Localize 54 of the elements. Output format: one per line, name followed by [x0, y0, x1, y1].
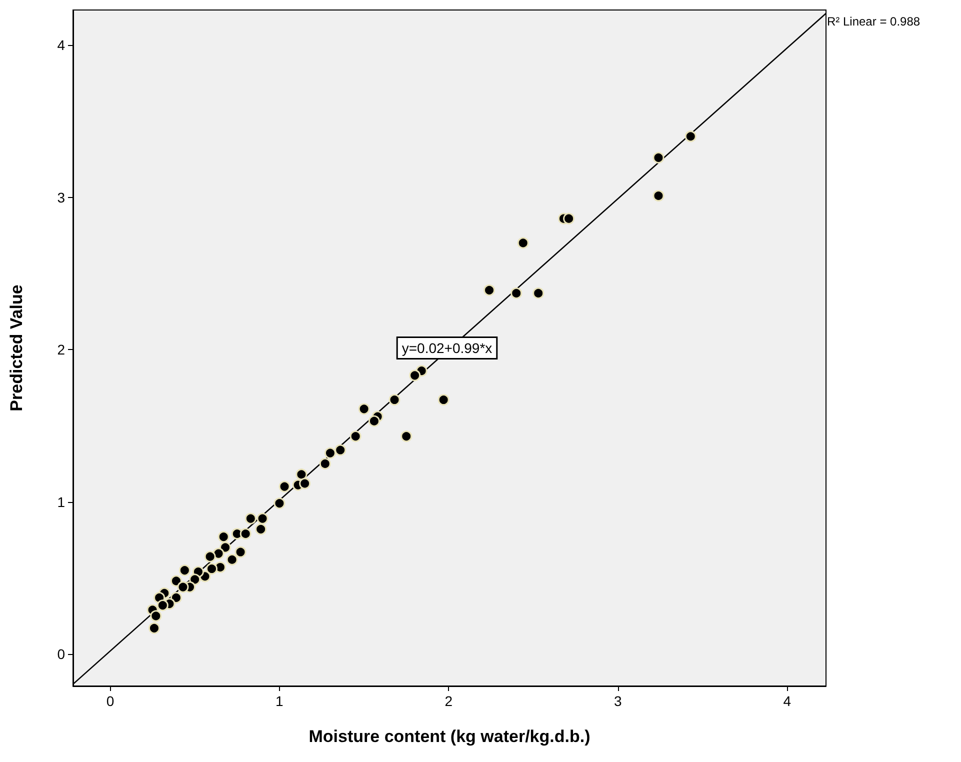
point [563, 212, 575, 224]
point [517, 237, 529, 249]
point [274, 498, 286, 510]
point [299, 478, 311, 490]
y-axis-title: Predicted Value [7, 284, 26, 412]
x-tick-label: 3 [614, 693, 622, 709]
y-tick-label: 3 [57, 189, 66, 206]
point [296, 468, 308, 480]
point [278, 480, 290, 492]
point [684, 130, 696, 142]
point [324, 447, 336, 459]
y-tick-label: 2 [57, 342, 66, 358]
point [255, 523, 267, 535]
point [358, 403, 370, 415]
point [244, 512, 256, 524]
point [388, 394, 400, 406]
point [206, 563, 218, 575]
point [652, 190, 664, 202]
point [409, 370, 421, 382]
point [177, 581, 189, 593]
point [218, 531, 230, 543]
annotation: y=0.02+0.99*x [402, 340, 492, 356]
point [368, 415, 380, 427]
y-tick-label: 1 [57, 494, 66, 510]
point [220, 542, 232, 554]
point [150, 610, 162, 622]
point [484, 284, 496, 296]
point [170, 575, 182, 587]
x-tick-label: 0 [106, 693, 114, 709]
point [204, 550, 216, 562]
y-tick-label: 0 [57, 646, 66, 662]
point [234, 546, 246, 558]
point [256, 512, 268, 524]
point [334, 444, 346, 456]
point [156, 600, 168, 612]
annotation: R² Linear = 0.988 [827, 14, 920, 28]
x-tick-label: 4 [783, 693, 792, 709]
point [226, 554, 238, 566]
point [400, 430, 412, 442]
x-tick-label: 1 [276, 693, 284, 709]
point [178, 564, 190, 576]
y-tick-label: 4 [57, 37, 66, 54]
x-tick-label: 2 [444, 693, 453, 709]
point [532, 287, 544, 299]
point [510, 287, 522, 299]
x-axis-title: Moisture content (kg water/kg.d.b.) [308, 727, 590, 746]
point [189, 574, 201, 586]
point [319, 458, 331, 470]
point [350, 430, 362, 442]
point [438, 394, 450, 406]
point [148, 622, 160, 634]
point [652, 152, 664, 164]
point [170, 592, 182, 604]
point [240, 528, 252, 540]
